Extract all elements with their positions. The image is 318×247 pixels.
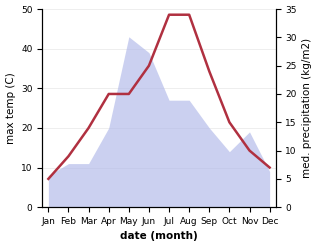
Y-axis label: med. precipitation (kg/m2): med. precipitation (kg/m2) — [302, 38, 313, 178]
Y-axis label: max temp (C): max temp (C) — [5, 72, 16, 144]
X-axis label: date (month): date (month) — [120, 231, 198, 242]
